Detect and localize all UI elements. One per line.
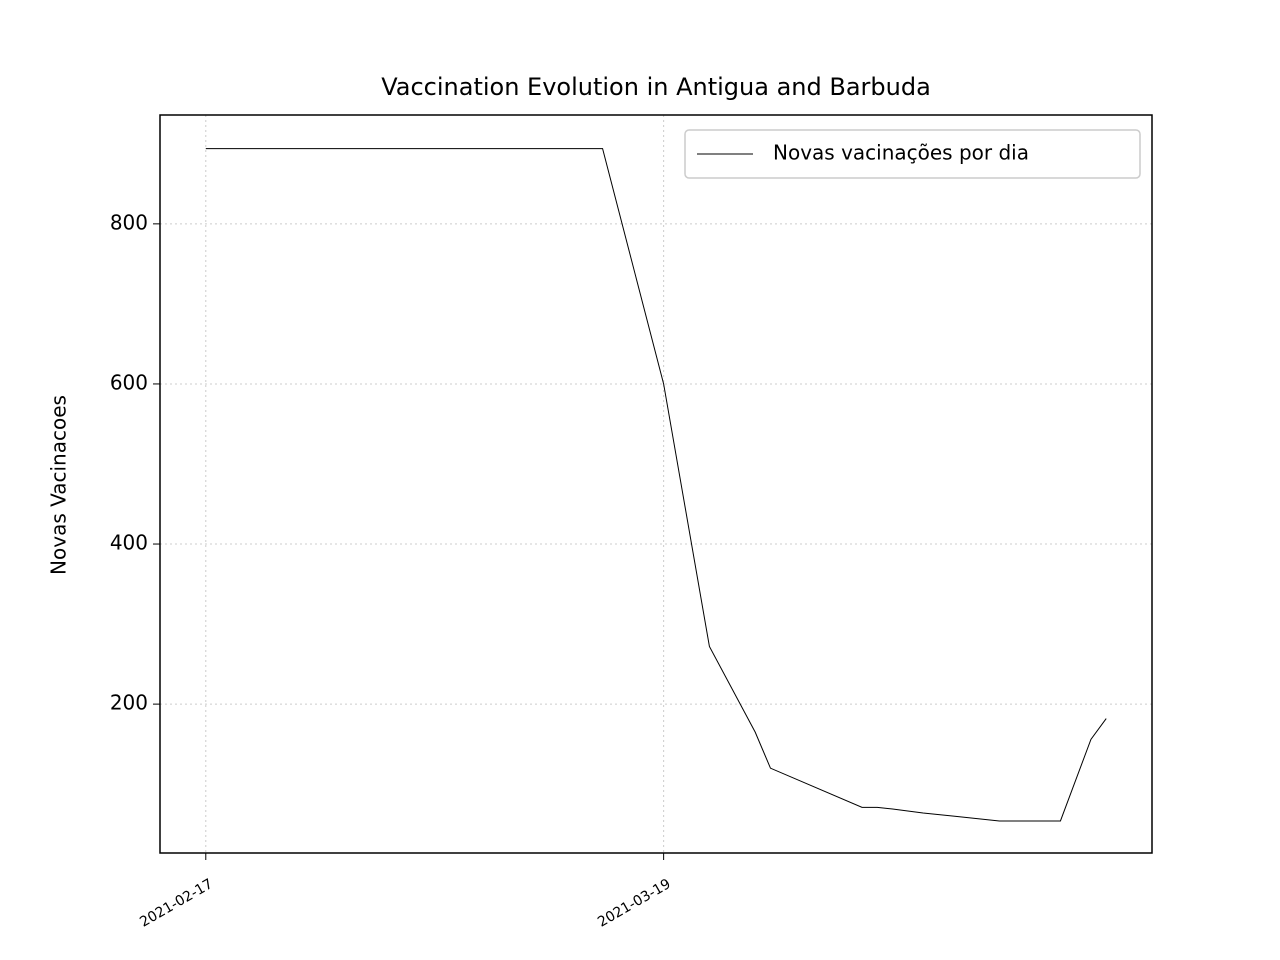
y-tick-label: 200 bbox=[110, 691, 148, 715]
data-line bbox=[205, 148, 1107, 822]
y-axis-label: Novas Vacinacoes bbox=[47, 395, 71, 575]
x-axis-label: Data bbox=[632, 959, 680, 960]
y-tick-label: 600 bbox=[110, 370, 148, 394]
y-tick-label: 400 bbox=[110, 531, 148, 555]
legend-box bbox=[684, 129, 1141, 179]
chart-title: Vaccination Evolution in Antigua and Bar… bbox=[381, 73, 931, 101]
x-tick-label: 2021-02-17 bbox=[137, 876, 215, 931]
legend-label: Novas vacinações por dia bbox=[773, 141, 1029, 165]
x-tick-label: 2021-03-19 bbox=[595, 876, 673, 931]
legend: Novas vacinações por dia bbox=[684, 129, 1141, 179]
plot-frame bbox=[159, 114, 1153, 854]
y-tick-label: 800 bbox=[110, 210, 148, 234]
